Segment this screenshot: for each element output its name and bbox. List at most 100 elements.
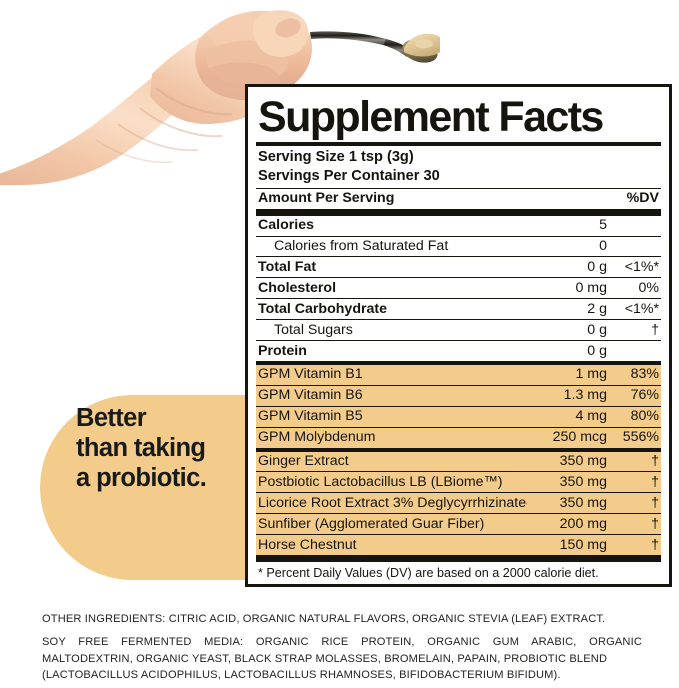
nutrient-name: GPM Vitamin B5 [258, 408, 363, 425]
row-divider [256, 471, 661, 473]
nutrient-dv: † [651, 321, 659, 338]
row-divider [256, 534, 661, 536]
other-ingredients-section: OTHER INGREDIENTS: CITRIC ACID, ORGANIC … [42, 611, 642, 683]
nutrient-amount: 1 mg [575, 366, 607, 383]
nutrient-dv: <1%* [624, 300, 659, 317]
serving-size: Serving Size 1 tsp (3g) [258, 149, 414, 165]
footnotes: * Percent Daily Values (DV) are based on… [256, 562, 661, 584]
table-row: GPM Vitamin B5 4 mg 80% [256, 407, 661, 427]
amount-per-serving-label: Amount Per Serving [258, 190, 395, 207]
divider-under-amount-header [256, 208, 661, 216]
nutrient-dv: <1%* [624, 258, 659, 275]
table-row: Postbiotic Lactobacillus LB (LBiome™) 35… [256, 472, 661, 492]
nutrient-name: Total Fat [258, 258, 317, 275]
table-row: Ginger Extract 350 mg † [256, 452, 661, 472]
table-row: Protein 0 g [256, 341, 661, 361]
nutrient-name: Calories [258, 217, 314, 234]
nutrient-amount: 0 [599, 238, 607, 255]
row-divider [256, 298, 661, 300]
table-row: Licorice Root Extract 3% Deglycyrrhizina… [256, 493, 661, 513]
table-row: Sunfiber (Agglomerated Guar Fiber) 200 m… [256, 514, 661, 534]
table-row: GPM Vitamin B1 1 mg 83% [256, 365, 661, 385]
nutrient-dv: 0% [638, 279, 659, 296]
nutrient-amount: 200 mg [559, 515, 607, 532]
fermented-media-paragraph: SOY FREE FERMENTED MEDIA: ORGANIC RICE P… [42, 634, 642, 683]
nutrient-amount: 350 mg [559, 494, 607, 511]
nutrient-amount: 150 mg [559, 536, 607, 553]
nutrient-name: GPM Vitamin B6 [258, 387, 363, 404]
nutrient-name: Protein [258, 342, 307, 359]
nutrient-name: Ginger Extract [258, 453, 349, 469]
table-row: Total Fat 0 g <1%* [256, 257, 661, 277]
promo-headline: Better than taking a probiotic. [76, 404, 286, 493]
nutrient-dv: 556% [622, 429, 659, 446]
footnote-dv-not-established: † Daily Value (DV) not established. [258, 582, 659, 584]
nutrient-amount: 0 g [587, 321, 607, 338]
vitamin-mineral-rows: GPM Vitamin B1 1 mg 83% GPM Vitamin B6 1… [256, 364, 661, 448]
nutrient-amount: 2 g [587, 300, 607, 317]
nutrient-amount: 1.3 mg [563, 387, 607, 404]
row-divider [256, 340, 661, 342]
row-divider [256, 256, 661, 258]
nutrient-name: GPM Molybdenum [258, 429, 376, 446]
nutrient-name: Licorice Root Extract 3% Deglycyrrhizina… [258, 494, 527, 511]
nutrient-dv: † [651, 494, 659, 511]
fermented-media-last-line: (LACTOBACILLUS ACIDOPHILUS, LACTOBACILLU… [42, 668, 561, 681]
nutrient-name: Postbiotic Lactobacillus LB (LBiome™) [258, 473, 503, 490]
nutrient-dv: † [651, 453, 659, 469]
row-divider [256, 492, 661, 494]
table-row: Total Carbohydrate 2 g <1%* [256, 299, 661, 319]
table-row: Total Sugars 0 g † [256, 320, 661, 340]
dv-column-header: %DV [626, 190, 659, 207]
botanical-ingredient-rows: Ginger Extract 350 mg † Postbiotic Lacto… [256, 451, 661, 555]
row-divider [256, 426, 661, 428]
serving-info: Serving Size 1 tsp (3g) Servings Per Con… [256, 146, 661, 188]
amount-per-serving-header-row: Amount Per Serving %DV [256, 189, 661, 209]
row-divider [256, 235, 661, 237]
row-divider [256, 513, 661, 515]
nutrient-dv: † [651, 473, 659, 490]
nutrient-amount: 350 mg [559, 453, 607, 469]
table-row: Cholesterol 0 mg 0% [256, 278, 661, 298]
divider-above-amount-header [256, 187, 661, 189]
footnote-percent-daily-value: * Percent Daily Values (DV) are based on… [258, 565, 599, 580]
row-divider [256, 384, 661, 386]
promo-line-2: than taking [76, 433, 206, 462]
nutrient-amount: 0 g [587, 342, 607, 359]
promo-line-1: Better [76, 404, 147, 432]
nutrient-name: Horse Chestnut [258, 536, 357, 553]
table-row: Calories from Saturated Fat 0 [256, 237, 661, 257]
row-divider [256, 319, 661, 321]
supplement-facts-title: Supplement Facts [258, 93, 604, 141]
divider-under-title [256, 142, 661, 146]
basic-nutrition-rows: Calories 5 Calories from Saturated Fat 0… [256, 216, 661, 361]
table-row: GPM Molybdenum 250 mcg 556% [256, 428, 661, 448]
nutrient-amount: 5 [599, 217, 607, 234]
row-divider [256, 277, 661, 279]
nutrient-name: Total Sugars [274, 321, 353, 338]
table-row: Calories 5 [256, 216, 661, 236]
nutrient-name: Sunfiber (Agglomerated Guar Fiber) [258, 515, 485, 532]
nutrient-amount: 0 g [587, 258, 607, 275]
nutrient-amount: 350 mg [559, 473, 607, 490]
row-divider [256, 405, 661, 407]
table-row: Horse Chestnut 150 mg † [256, 535, 661, 555]
nutrient-name: Calories from Saturated Fat [274, 238, 449, 255]
nutrient-name: Cholesterol [258, 279, 337, 296]
nutrient-dv: † [651, 515, 659, 532]
supplement-facts-panel: Supplement Facts Serving Size 1 tsp (3g)… [245, 84, 672, 587]
nutrient-amount: 4 mg [575, 408, 607, 425]
nutrient-dv: 80% [630, 408, 659, 425]
fermented-media-line: SOY FREE FERMENTED MEDIA: ORGANIC RICE P… [42, 636, 642, 665]
nutrient-amount: 0 mg [575, 279, 607, 296]
promo-line-3: a probiotic. [76, 463, 207, 492]
table-row: GPM Vitamin B6 1.3 mg 76% [256, 386, 661, 406]
nutrient-dv: 76% [630, 387, 659, 404]
nutrient-amount: 250 mcg [552, 429, 607, 446]
nutrient-dv: 83% [630, 366, 659, 383]
divider-between-vitamins-and-botanicals [256, 447, 661, 452]
other-ingredients-line: OTHER INGREDIENTS: CITRIC ACID, ORGANIC … [42, 613, 606, 625]
servings-per-container: Servings Per Container 30 [258, 168, 440, 185]
nutrient-name: GPM Vitamin B1 [258, 366, 363, 383]
nutrient-dv: † [651, 536, 659, 553]
